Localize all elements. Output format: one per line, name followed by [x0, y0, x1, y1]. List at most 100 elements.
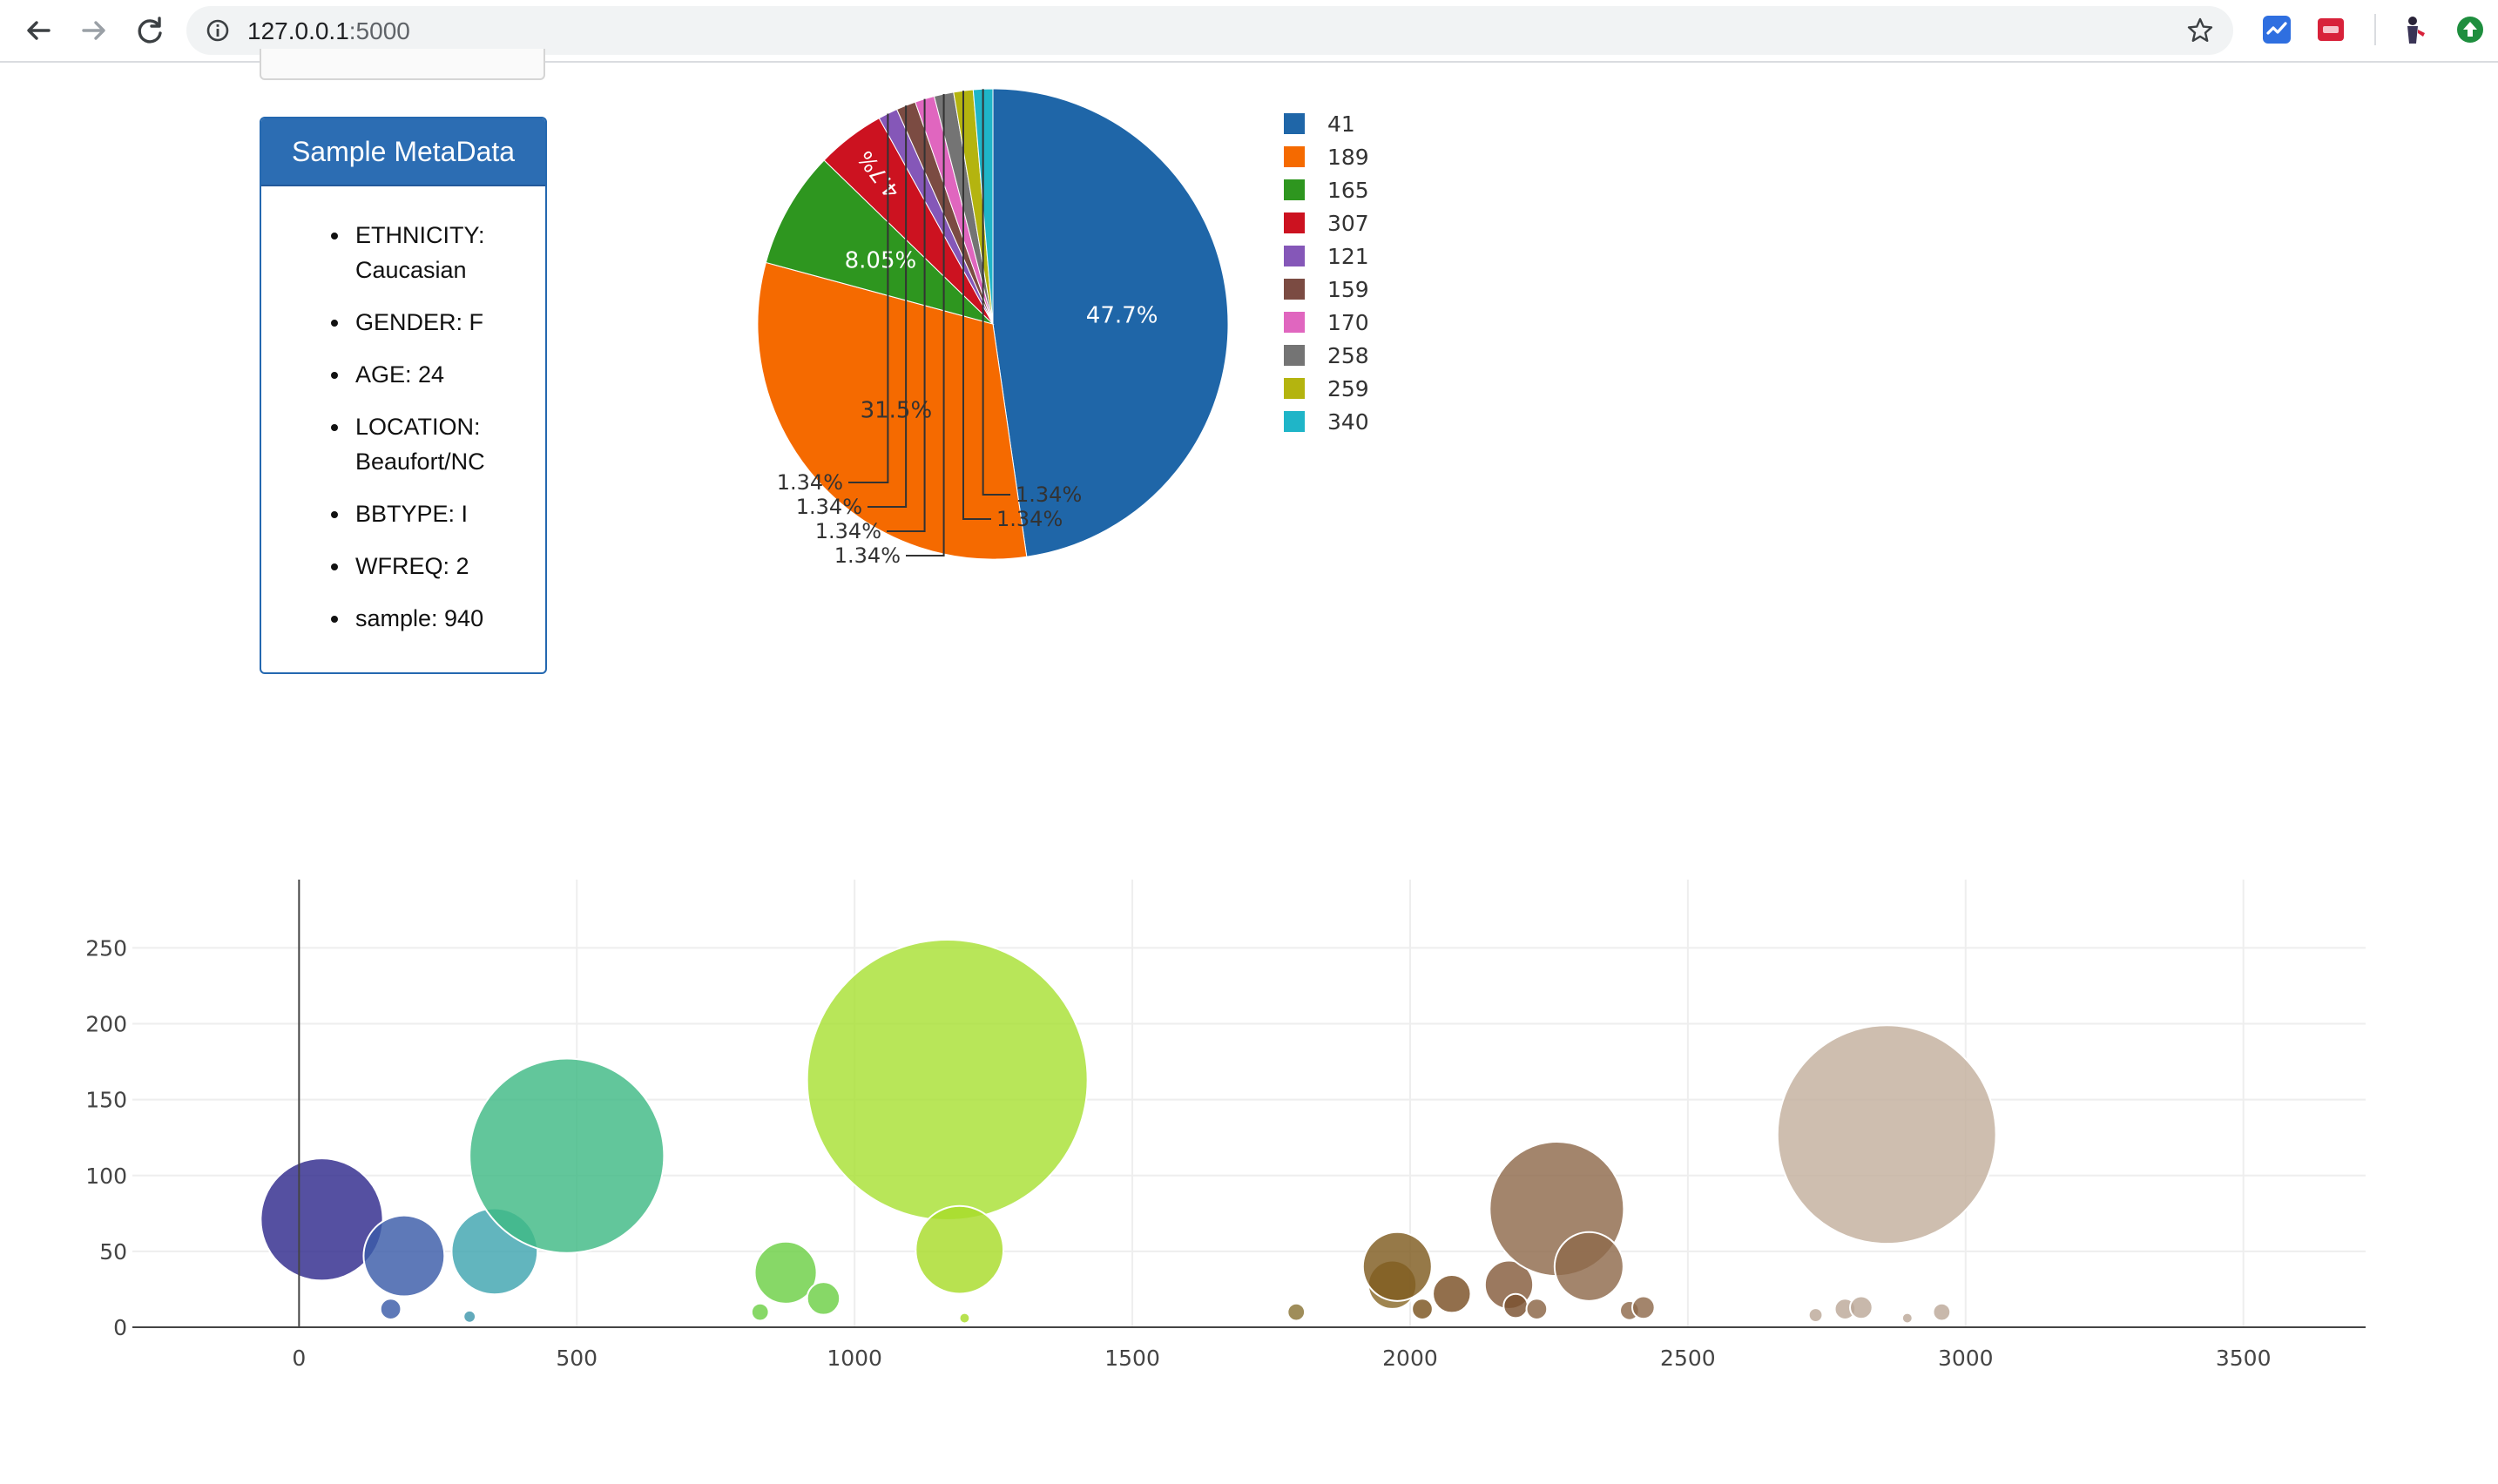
pie-leader-line: [887, 98, 926, 532]
extension-chart-icon[interactable]: [2261, 14, 2292, 45]
metadata-list: ETHNICITY: Caucasian GENDER: F AGE: 24 LO…: [261, 186, 545, 636]
y-tick-label: 50: [99, 1239, 127, 1265]
y-tick-label: 150: [85, 1088, 127, 1113]
bubble-marker: [1525, 1298, 1549, 1320]
bubble-marker: [469, 1057, 665, 1254]
metadata-value: Beaufort/NC: [355, 449, 485, 475]
pie-value-label: 1.34%: [834, 543, 901, 568]
metadata-item-location: LOCATION: Beaufort/NC: [331, 409, 521, 479]
pie-value-label: 1.34%: [1016, 482, 1082, 507]
metadata-key: LOCATION:: [355, 414, 481, 440]
legend-label: 259: [1327, 376, 1369, 401]
pie-leader-line: [868, 105, 908, 508]
legend-label: 41: [1327, 111, 1355, 137]
bubble-marker: [362, 1214, 446, 1298]
bubble-marker: [462, 1309, 477, 1324]
legend-label: 307: [1327, 211, 1369, 236]
pie-leader-line: [982, 89, 1010, 496]
legend-label: 165: [1327, 178, 1369, 203]
pie-slice-41: [992, 88, 1229, 557]
metadata-item-ethnicity: ETHNICITY: Caucasian: [331, 218, 521, 287]
pie-value-label: 47.7%: [1086, 302, 1158, 328]
bubble-marker: [1932, 1302, 1952, 1322]
bubble-marker: [379, 1298, 402, 1320]
forward-arrow-icon[interactable]: [75, 11, 113, 50]
bubble-marker: [1432, 1273, 1472, 1314]
bubble-marker: [958, 1312, 971, 1325]
legend-label: 121: [1327, 244, 1369, 269]
bubble-marker: [1553, 1231, 1624, 1302]
bubble-marker: [1411, 1298, 1434, 1320]
bubble-marker: [1901, 1312, 1914, 1325]
bubble-marker: [753, 1240, 818, 1305]
bubble-marker: [260, 1157, 384, 1282]
metadata-value: Caucasian: [355, 257, 467, 283]
legend-swatch: [1284, 179, 1305, 200]
y-tick-label: 250: [85, 935, 127, 961]
legend-swatch: [1284, 378, 1305, 399]
metadata-item-wfreq: WFREQ: 2: [331, 549, 521, 583]
panel-heading: Sample MetaData: [261, 118, 545, 186]
legend-swatch: [1284, 411, 1305, 432]
url-port: :5000: [348, 17, 410, 44]
metadata-item-sample: sample: 940: [331, 601, 521, 636]
sample-select-dropdown[interactable]: [260, 49, 545, 80]
legend-swatch: [1284, 212, 1305, 233]
toolbar-divider: [2374, 14, 2376, 45]
x-tick-label: 3500: [2216, 1346, 2272, 1371]
pie-value-label: 1.34%: [777, 470, 843, 495]
pie-value-label: 8.05%: [845, 248, 917, 274]
address-bar[interactable]: 127.0.0.1:5000: [186, 6, 2233, 55]
site-info-icon[interactable]: [206, 18, 230, 43]
legend-label: 258: [1327, 343, 1369, 368]
metadata-key: ETHNICITY:: [355, 222, 485, 248]
metadata-entry: GENDER: F: [355, 309, 484, 335]
metadata-entry: BBTYPE: I: [355, 501, 469, 527]
legend-label: 159: [1327, 277, 1369, 302]
pie-value-label: 31.5%: [861, 398, 933, 424]
y-tick-label: 100: [85, 1164, 127, 1189]
bookmark-star-icon[interactable]: [2186, 17, 2214, 44]
back-arrow-icon[interactable]: [19, 11, 57, 50]
legend-swatch: [1284, 312, 1305, 333]
legend-swatch: [1284, 246, 1305, 266]
url-text: 127.0.0.1:5000: [247, 17, 410, 45]
x-tick-label: 1500: [1104, 1346, 1160, 1371]
bubble-marker: [750, 1302, 770, 1322]
bubble-marker: [1502, 1292, 1529, 1319]
pie-value-label: 1.34%: [796, 495, 862, 519]
metadata-entry: AGE: 24: [355, 361, 445, 388]
legend-swatch: [1284, 113, 1305, 134]
x-tick-label: 500: [556, 1346, 597, 1371]
bubble-marker: [1286, 1302, 1306, 1322]
pie-chart: 47.7%31.5%8.05%4.7%1.34%1.34%1.34%1.34%1…: [757, 88, 1369, 568]
x-tick-label: 1000: [827, 1346, 882, 1371]
reload-icon[interactable]: [131, 11, 169, 50]
update-available-icon[interactable]: [2454, 14, 2486, 45]
legend-label: 340: [1327, 409, 1369, 435]
metadata-entry: sample: 940: [355, 605, 484, 631]
x-tick-label: 0: [292, 1346, 306, 1371]
legend-swatch: [1284, 345, 1305, 366]
bubble-marker: [1361, 1231, 1433, 1302]
pie-leader-line: [906, 93, 945, 556]
x-tick-label: 3000: [1938, 1346, 1994, 1371]
legend-swatch: [1284, 279, 1305, 300]
sample-metadata-panel: Sample MetaData ETHNICITY: Caucasian GEND…: [260, 117, 547, 674]
x-tick-label: 2500: [1660, 1346, 1716, 1371]
profile-avatar-icon[interactable]: [2397, 14, 2428, 45]
pie-leader-line: [848, 113, 889, 483]
bubble-marker: [1776, 1024, 1997, 1245]
pie-value-label: 1.34%: [815, 519, 881, 543]
metadata-item-gender: GENDER: F: [331, 305, 521, 340]
bubble-marker: [806, 938, 1089, 1221]
bubble-marker: [1807, 1307, 1824, 1323]
bubble-marker: [915, 1204, 1005, 1295]
bubble-marker: [806, 1281, 841, 1316]
pie-slice-189: [757, 261, 1028, 560]
metadata-entry: WFREQ: 2: [355, 553, 469, 579]
metadata-item-age: AGE: 24: [331, 357, 521, 392]
y-tick-label: 200: [85, 1012, 127, 1037]
metadata-item-bbtype: BBTYPE: I: [331, 496, 521, 531]
extension-red-icon[interactable]: [2315, 14, 2346, 45]
